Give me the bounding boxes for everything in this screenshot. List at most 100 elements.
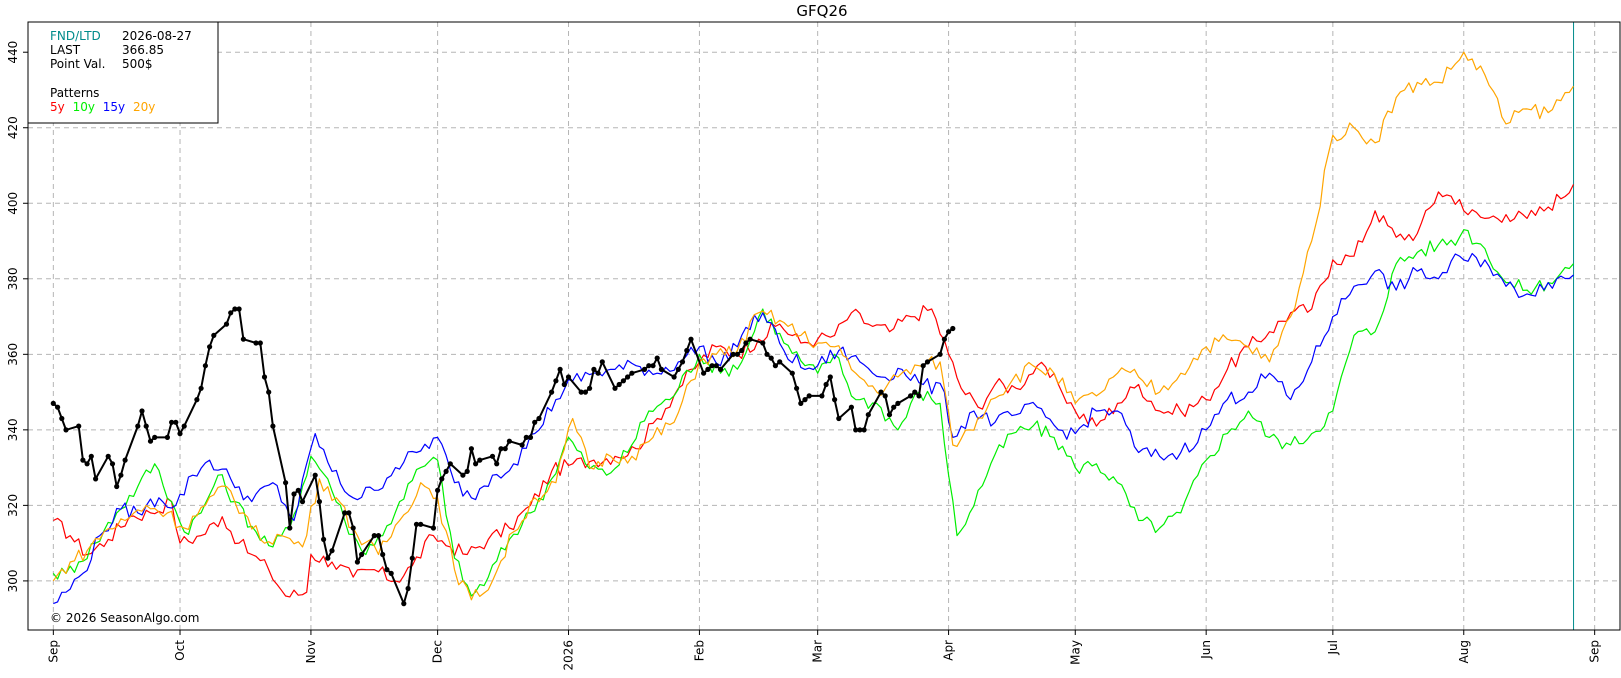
data-point: [468, 446, 474, 452]
data-point: [908, 393, 914, 399]
data-point: [173, 419, 179, 425]
point-value-label: Point Val.: [50, 57, 105, 71]
data-point: [295, 487, 301, 493]
y-tick-label: 420: [6, 116, 20, 139]
data-point: [536, 415, 542, 422]
data-point: [739, 347, 745, 354]
x-tick-label: Dec: [431, 640, 445, 663]
data-point: [768, 355, 774, 361]
data-point: [705, 366, 711, 372]
data-point: [612, 385, 618, 391]
data-point: [886, 412, 893, 418]
x-tick-label: Sep: [1588, 640, 1602, 663]
data-point: [76, 423, 82, 429]
x-tick-label: May: [1068, 640, 1082, 665]
data-point: [253, 340, 259, 346]
series-line-10y: [52, 229, 1574, 597]
data-point: [743, 340, 749, 346]
data-point: [287, 525, 293, 531]
copyright-text: © 2026 SeasonAlgo.com: [50, 611, 199, 625]
data-point: [84, 461, 90, 467]
axes: 300 320 340 360 380 400 420 440 Sep Oct Nov Dec 2026…: [6, 41, 1602, 671]
data-point: [211, 332, 217, 338]
data-point: [181, 423, 187, 429]
data-point: [50, 400, 56, 406]
data-point: [143, 423, 149, 429]
data-point: [582, 389, 589, 395]
data-point: [232, 306, 238, 312]
data-point: [261, 374, 268, 380]
data-point: [848, 404, 855, 410]
x-tick-label: Nov: [304, 640, 318, 663]
data-point: [152, 434, 158, 440]
data-point: [418, 521, 424, 527]
data-point: [316, 499, 322, 505]
fnd-label: FND/LTD: [50, 29, 101, 43]
data-point: [924, 359, 931, 365]
data-point: [620, 378, 627, 384]
data-point: [118, 472, 124, 478]
data-point: [384, 567, 390, 573]
data-point: [519, 442, 525, 448]
y-tick-label: 380: [6, 267, 20, 290]
data-point: [342, 510, 348, 516]
data-point: [616, 381, 622, 388]
data-point: [122, 457, 128, 463]
data-point: [266, 389, 272, 395]
data-point: [587, 385, 593, 391]
data-point: [388, 570, 394, 577]
data-point: [447, 461, 453, 467]
data-point: [764, 351, 770, 357]
data-point: [498, 446, 504, 452]
data-point: [709, 363, 715, 369]
data-point: [650, 363, 656, 369]
data-point: [506, 438, 512, 444]
data-point: [460, 472, 466, 478]
data-point: [684, 347, 690, 354]
data-point: [439, 476, 445, 482]
data-point: [823, 381, 829, 388]
data-point: [878, 389, 884, 395]
data-point: [701, 370, 707, 376]
series-layer: [50, 22, 1575, 630]
data-point: [291, 491, 297, 497]
legend-patterns: 5y 10y 15y 20y: [50, 100, 155, 114]
data-point: [819, 393, 825, 399]
data-point: [435, 487, 441, 493]
data-point: [861, 427, 867, 433]
data-point: [794, 385, 800, 391]
data-point: [625, 374, 631, 380]
data-point: [63, 427, 69, 433]
series-line-5y: [53, 184, 1575, 598]
data-point: [93, 476, 99, 482]
y-tick-label: 360: [6, 343, 20, 366]
data-point: [283, 480, 289, 486]
data-point: [329, 548, 335, 554]
data-point: [59, 415, 65, 422]
data-point: [371, 533, 377, 539]
data-point: [228, 310, 234, 316]
data-point: [240, 336, 246, 342]
data-point: [350, 525, 356, 531]
x-tick-label: Jul: [1326, 640, 1340, 655]
data-point: [565, 374, 572, 380]
data-point: [380, 551, 386, 558]
data-point: [105, 453, 111, 459]
data-point: [430, 525, 436, 531]
data-point: [169, 419, 175, 425]
data-point: [489, 453, 496, 459]
data-point: [557, 366, 563, 372]
series-line-15y: [53, 252, 1574, 605]
point-value: 500$: [122, 57, 153, 71]
data-point: [646, 363, 652, 369]
data-point: [346, 510, 352, 516]
data-point: [777, 359, 783, 365]
data-point: [591, 366, 597, 372]
data-point: [114, 483, 120, 490]
data-point: [946, 329, 952, 335]
data-point: [494, 461, 500, 467]
data-point: [671, 374, 677, 380]
y-tick-label: 440: [6, 41, 20, 64]
data-point: [325, 555, 331, 561]
